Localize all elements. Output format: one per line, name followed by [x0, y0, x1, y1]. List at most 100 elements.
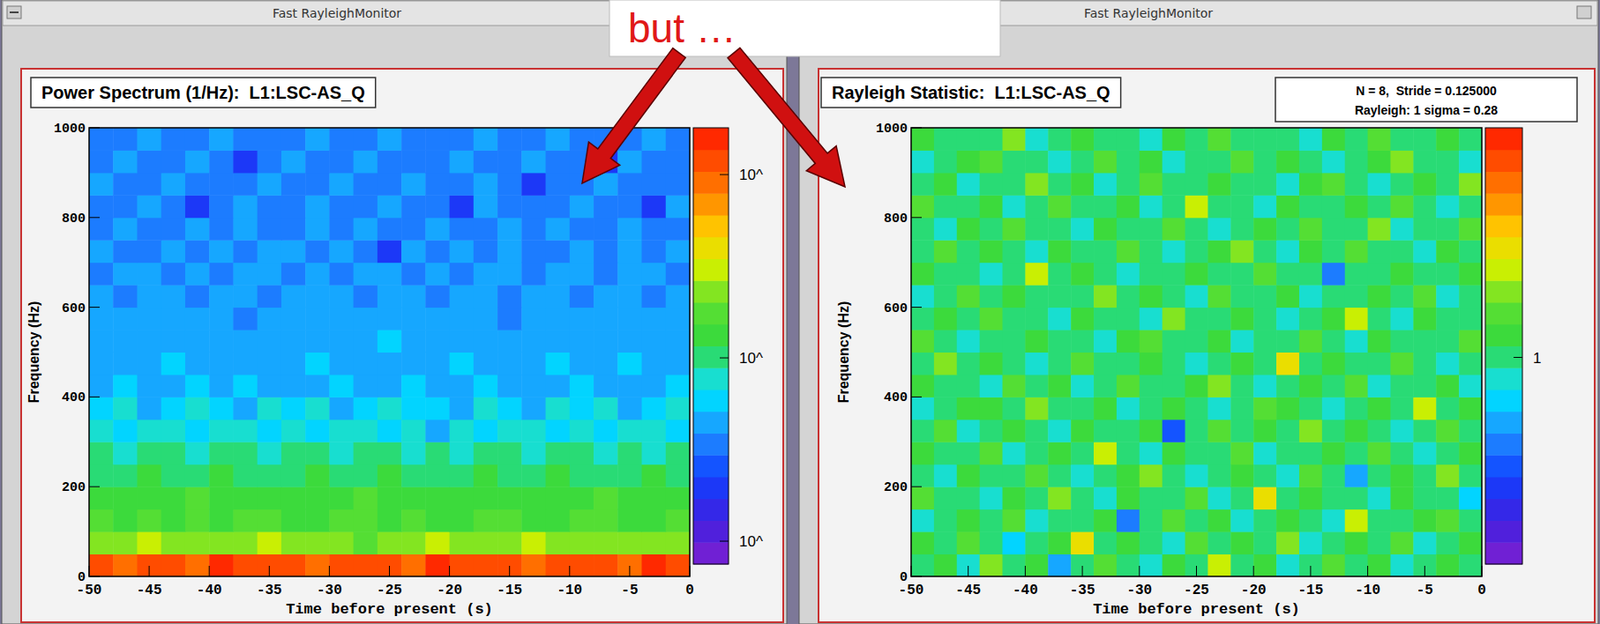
heat-cell	[569, 307, 595, 331]
heat-cell	[1413, 441, 1436, 465]
heat-cell	[1116, 531, 1140, 555]
heat-cell	[1276, 419, 1300, 443]
heat-cell	[1024, 172, 1048, 196]
heat-cell	[1185, 329, 1209, 353]
heat-cell	[617, 509, 643, 533]
heat-cell	[89, 127, 114, 151]
heat-cell	[1322, 554, 1346, 577]
heat-cell	[401, 554, 427, 577]
heat-cell	[281, 374, 307, 398]
heat-cell	[185, 352, 210, 376]
heat-cell	[353, 329, 379, 353]
heat-cell	[1047, 127, 1071, 151]
heat-cell	[232, 531, 258, 555]
heat-cell	[1002, 329, 1026, 353]
heat-cell	[1299, 149, 1323, 173]
heat-cell	[1207, 217, 1231, 241]
heat-cell	[1116, 352, 1140, 376]
heat-cell	[1230, 239, 1254, 263]
x-tick-label: -30	[316, 583, 343, 599]
heat-cell	[1413, 352, 1436, 376]
heat-cell	[89, 352, 114, 376]
heat-cell	[1368, 464, 1391, 488]
heat-cell	[979, 419, 1003, 443]
heat-cell	[1299, 284, 1323, 308]
annotation-text: but …	[628, 5, 737, 52]
x-tick	[209, 566, 210, 577]
y-tick	[911, 486, 922, 488]
x-tick-label: -15	[1297, 583, 1324, 599]
heat-cell	[161, 194, 187, 218]
heat-cell	[281, 194, 307, 218]
heat-cell	[1002, 441, 1026, 465]
heat-cell	[521, 531, 546, 555]
heat-cell	[1253, 554, 1277, 577]
heat-cell	[1185, 396, 1209, 420]
heat-cell	[89, 554, 114, 577]
heat-cell	[1368, 486, 1391, 510]
heat-cell	[328, 441, 354, 465]
heat-cell	[957, 509, 980, 533]
heat-cell	[497, 149, 523, 173]
heat-cell	[1162, 396, 1186, 420]
annotation: but …	[582, 0, 1001, 187]
colorbar-step	[693, 521, 729, 544]
heat-cell	[425, 329, 450, 353]
heat-cell	[1230, 172, 1254, 196]
heat-cell	[1253, 239, 1277, 263]
x-tick	[1138, 566, 1140, 577]
y-tick-label: 1000	[53, 121, 86, 137]
x-tick-label: -35	[1069, 583, 1096, 599]
heat-cell	[1207, 194, 1231, 218]
colorbar-step	[693, 433, 729, 457]
y-tick	[89, 396, 100, 398]
heat-cell	[1253, 374, 1277, 398]
heat-cell	[1458, 441, 1482, 465]
colorbar-step	[693, 346, 729, 369]
heat-cell	[1435, 419, 1459, 443]
heat-cell	[957, 329, 980, 353]
heat-cell	[1299, 217, 1323, 241]
heat-cell	[353, 554, 379, 577]
heat-cell	[1185, 464, 1209, 488]
heat-cell	[377, 127, 403, 151]
heat-cell	[473, 194, 499, 218]
heat-cell	[569, 419, 595, 443]
heat-cell	[617, 531, 643, 555]
heat-cell	[1162, 307, 1186, 331]
heat-cell	[1458, 284, 1482, 308]
heat-cell	[1253, 149, 1277, 173]
heat-cell	[1047, 239, 1071, 263]
heat-cell	[642, 149, 667, 173]
heat-cell	[1139, 464, 1163, 488]
heat-cell	[1299, 172, 1323, 196]
heat-cell	[1139, 194, 1163, 218]
heat-cell	[497, 374, 523, 398]
heat-cell	[1093, 352, 1117, 376]
heat-cell	[1345, 329, 1369, 353]
heat-cell	[1047, 486, 1071, 510]
heat-cell	[305, 486, 330, 510]
heat-cell	[1413, 374, 1436, 398]
heat-cell	[1047, 374, 1071, 398]
heat-cell	[1070, 419, 1094, 443]
heat-cell	[281, 486, 307, 510]
heat-cell	[209, 441, 234, 465]
heat-cell	[1093, 217, 1117, 241]
heat-cell	[1230, 509, 1254, 533]
heat-cell	[1253, 419, 1277, 443]
heat-cell	[665, 194, 690, 218]
heat-cell	[1047, 217, 1071, 241]
heat-cell	[185, 217, 210, 241]
heat-cell	[136, 194, 162, 218]
heat-cell	[1024, 441, 1048, 465]
colorbar-step	[1485, 280, 1523, 303]
heat-cell	[305, 554, 330, 577]
heat-cell	[161, 239, 187, 263]
heat-cell	[569, 217, 595, 241]
colorbar-step	[693, 324, 729, 347]
heat-cell	[1116, 554, 1140, 577]
heat-cell	[209, 396, 234, 420]
heat-cell	[1458, 127, 1482, 151]
heat-cell	[1116, 262, 1140, 286]
